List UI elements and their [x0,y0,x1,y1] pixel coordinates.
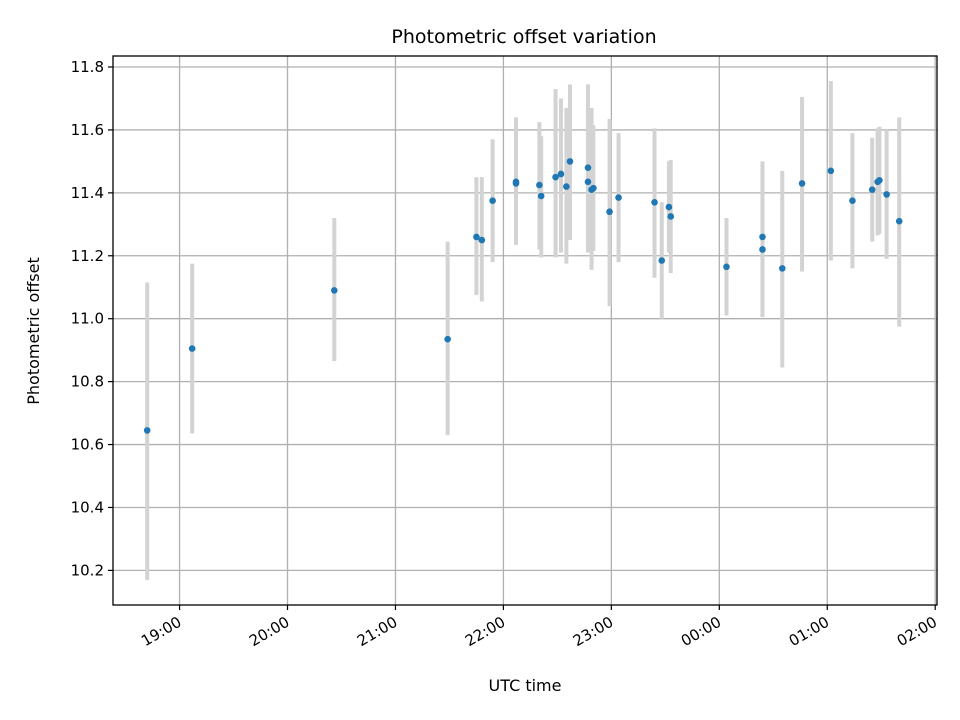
data-point [563,183,570,190]
data-point [143,427,151,434]
data-point [537,192,545,200]
data-point [895,217,903,225]
data-point [444,335,451,343]
y-tick-label: 10.6 [71,436,104,454]
data-point [557,170,565,178]
x-tick-label: 21:00 [354,613,400,650]
data-point [723,263,730,271]
data-point [473,233,480,241]
y-tick-label: 11.6 [71,121,104,139]
x-axis-ticks: 19:00 20:00 21:00 22:00 23:00 00:00 01:00 02:00 [138,605,940,650]
x-tick-label: 00:00 [678,613,724,650]
data-point [590,184,597,192]
y-tick-label: 10.4 [71,498,104,516]
error-bars [145,81,902,580]
data-point [536,181,543,189]
data-point [478,236,486,244]
data-point [584,164,592,171]
y-tick-label: 10.2 [71,561,104,579]
plot-frame [112,55,938,606]
data-point [330,287,338,294]
x-axis-label: UTC time [489,676,562,695]
data-point [651,198,658,206]
grid [113,56,937,605]
data-point [876,176,883,184]
data-point [606,208,613,216]
data-point [188,345,196,352]
data-point [868,186,876,194]
data-point [778,265,786,272]
y-tick-label: 11.0 [71,310,104,328]
data-point [827,167,835,175]
data-point [883,191,890,198]
data-point [658,257,666,264]
data-point [798,180,806,187]
y-axis-ticks: 10.2 10.4 10.6 10.8 11.0 11.2 11.4 11.6 11.8 [71,58,113,579]
data-point [759,233,766,241]
x-tick-label: 23:00 [570,613,616,650]
x-tick-label: 02:00 [894,613,940,650]
y-tick-label: 11.4 [71,184,104,202]
data-point [552,173,559,181]
y-tick-label: 11.8 [71,58,104,76]
data-point [512,180,520,187]
data-point [489,197,496,205]
x-tick-label: 22:00 [462,613,508,650]
y-tick-label: 10.8 [71,373,104,391]
y-tick-label: 11.2 [71,247,104,265]
data-point [584,178,592,186]
chart-title: Photometric offset variation [391,26,656,48]
x-tick-label: 01:00 [786,613,832,650]
data-point [615,194,622,201]
data-point [667,213,675,220]
y-axis-label: Photometric offset [24,257,43,405]
data-point [566,158,574,165]
data-point [759,246,766,253]
data-point [665,203,673,211]
data-point [849,197,856,205]
x-tick-label: 19:00 [138,613,184,650]
x-tick-label: 20:00 [246,613,292,650]
data-points [143,158,903,434]
